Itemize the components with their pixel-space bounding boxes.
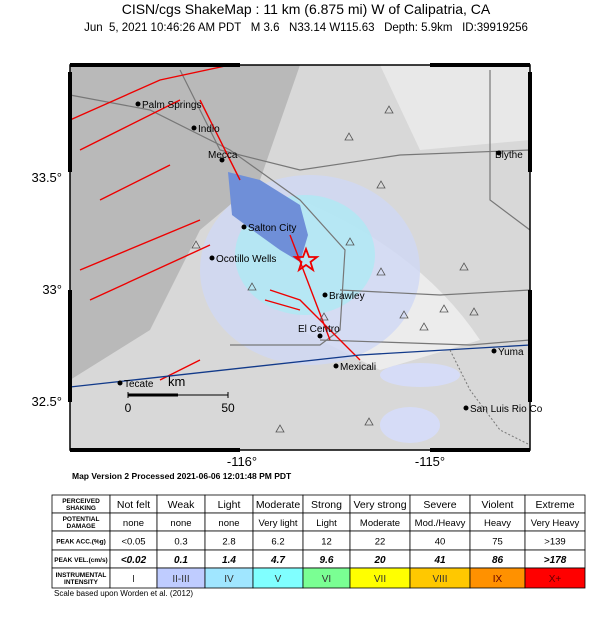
title: CISN/cgs ShakeMap : 11 km (6.875 mi) W o… bbox=[122, 1, 491, 17]
scale-tick: 50 bbox=[221, 401, 235, 415]
cell-text: 22 bbox=[375, 537, 386, 548]
row-label: PEAK ACC.(%g) bbox=[56, 539, 106, 546]
row-label: INSTRUMENTAL INTENSITY bbox=[56, 572, 107, 586]
cell-text: Weak bbox=[168, 499, 195, 511]
cell-text: 4.7 bbox=[270, 555, 285, 566]
cell-text: I bbox=[132, 574, 135, 585]
cell-text: VI bbox=[322, 574, 331, 585]
city-label: El Centro bbox=[298, 324, 340, 335]
cell-text: Heavy bbox=[484, 518, 511, 529]
cell-text: none bbox=[218, 518, 239, 529]
cell-text: Very light bbox=[258, 518, 297, 529]
city-dot bbox=[241, 224, 247, 230]
cell-text: II-III bbox=[172, 574, 189, 585]
lat-label: 33° bbox=[42, 282, 62, 297]
city-label: Indio bbox=[198, 124, 220, 135]
cell-text: 6.2 bbox=[271, 537, 284, 548]
cell-text: V bbox=[275, 574, 282, 585]
row-label: PERCEIVED SHAKING bbox=[62, 498, 100, 512]
city-label: Mexicali bbox=[340, 362, 376, 373]
city-dot bbox=[117, 380, 123, 386]
cell-text: 2.8 bbox=[222, 537, 235, 548]
city-label: Tecate bbox=[124, 379, 154, 390]
cell-text: Moderate bbox=[256, 499, 301, 511]
cell-text: 20 bbox=[373, 555, 386, 566]
scale-unit: km bbox=[168, 374, 185, 389]
city-dot bbox=[209, 255, 215, 261]
cell-text: 0.1 bbox=[174, 555, 188, 566]
city-dot bbox=[463, 405, 469, 411]
city-dot bbox=[135, 101, 141, 107]
lat-label: 32.5° bbox=[31, 394, 62, 409]
cell-text: Moderate bbox=[360, 518, 400, 529]
city-label: Palm Springs bbox=[142, 100, 201, 111]
cell-text: Violent bbox=[482, 499, 514, 511]
city-dot bbox=[317, 333, 323, 339]
lon-label: -115° bbox=[415, 454, 445, 469]
cell-text: <0.02 bbox=[121, 555, 147, 566]
city-dot bbox=[333, 363, 339, 369]
cell-text: 9.6 bbox=[320, 555, 334, 566]
cell-text: none bbox=[123, 518, 144, 529]
cell-text: Strong bbox=[311, 499, 342, 511]
cell-text: 1.4 bbox=[222, 555, 236, 566]
version-note: Map Version 2 Processed 2021-06-06 12:01… bbox=[72, 471, 292, 481]
city-dot bbox=[496, 150, 502, 156]
city-dot bbox=[191, 125, 197, 131]
scale-tick: 0 bbox=[125, 401, 132, 415]
cell-text: Very Heavy bbox=[531, 518, 580, 529]
subtitle: Jun 5, 2021 10:46:26 AM PDT M 3.6 N33.14… bbox=[84, 22, 528, 34]
city-label: Brawley bbox=[329, 291, 365, 302]
city-dot bbox=[219, 157, 225, 163]
cell-text: >139 bbox=[544, 537, 565, 548]
cell-text: Very strong bbox=[353, 499, 406, 511]
cell-text: Not felt bbox=[117, 499, 150, 511]
cell-text: 41 bbox=[433, 555, 446, 566]
cell-text: Extreme bbox=[535, 499, 574, 511]
footnote: Scale based upon Worden et al. (2012) bbox=[54, 589, 193, 598]
cell-text: <0.05 bbox=[121, 537, 145, 548]
cell bbox=[524, 567, 586, 589]
cell-text: 75 bbox=[492, 537, 503, 548]
cell-text: VIII bbox=[432, 574, 447, 585]
cell-text: X+ bbox=[549, 574, 562, 585]
cell-text: IX bbox=[493, 574, 503, 585]
cell-text: Light bbox=[218, 499, 241, 511]
cell-text: Severe bbox=[423, 499, 456, 511]
cell-text: none bbox=[170, 518, 191, 529]
row-label: POTENTIAL DAMAGE bbox=[63, 516, 100, 530]
city-dot bbox=[491, 348, 497, 354]
city-dot bbox=[322, 292, 328, 298]
row-label: PEAK VEL.(cm/s) bbox=[54, 557, 107, 564]
cell-text: 40 bbox=[435, 537, 446, 548]
lat-label: 33.5° bbox=[31, 170, 62, 185]
city-label: Mecca bbox=[208, 150, 238, 161]
map bbox=[68, 63, 532, 452]
cell-text: Light bbox=[316, 518, 337, 529]
lon-label: -116° bbox=[227, 454, 257, 469]
city-label: Ocotillo Wells bbox=[216, 254, 276, 265]
cell-text: 0.3 bbox=[174, 537, 187, 548]
city-label: Blythe bbox=[495, 150, 523, 161]
cell-text: VII bbox=[374, 574, 386, 585]
city-label: Yuma bbox=[498, 347, 524, 358]
cell-text: Mod./Heavy bbox=[415, 518, 466, 529]
cell-text: 12 bbox=[321, 537, 332, 548]
cell-text: IV bbox=[224, 574, 234, 585]
cell-text: >178 bbox=[544, 555, 567, 566]
city-label: Salton City bbox=[248, 223, 296, 234]
city-label: San Luis Rio Co bbox=[470, 404, 543, 415]
cell-text: 86 bbox=[492, 555, 504, 566]
